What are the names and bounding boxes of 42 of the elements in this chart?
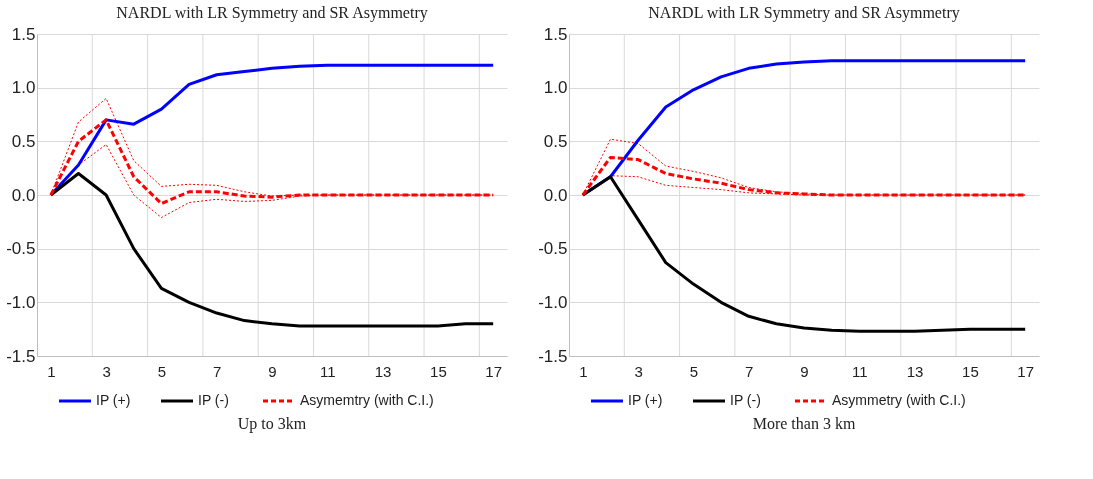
legend-label: Asymemtry (with C.I.) (300, 392, 434, 408)
chart-title: NARDL with LR Symmetry and SR Asymmetry (648, 4, 960, 22)
legend-label: IP (+) (628, 392, 663, 408)
y-tick-label: 1.5 (11, 24, 36, 44)
x-tick-label: 9 (800, 362, 809, 380)
x-tick-label: 7 (745, 362, 754, 380)
x-tick-label: 1 (47, 362, 56, 380)
y-tick-label: -0.5 (6, 239, 36, 259)
x-tick-label: 11 (852, 362, 868, 380)
x-tick-label: 15 (430, 362, 447, 380)
x-tick-label: 9 (268, 362, 277, 380)
x-tick-label: 3 (102, 362, 111, 380)
x-tick-label: 13 (374, 362, 392, 380)
y-tick-label: 0.0 (11, 185, 36, 205)
x-tick-label: 11 (320, 362, 336, 380)
y-tick-label: 1.5 (543, 24, 568, 44)
x-tick-label: 1 (579, 362, 588, 380)
y-tick-label: -0.5 (538, 239, 568, 259)
chart-title: NARDL with LR Symmetry and SR Asymmetry (116, 4, 428, 22)
legend-label: Asymmetry (with C.I.) (832, 392, 966, 408)
y-tick-label: -1.0 (6, 292, 36, 312)
y-tick-label: 1.0 (11, 78, 36, 98)
legend-label: IP (-) (198, 392, 229, 408)
y-tick-label: 0.5 (543, 131, 568, 151)
y-tick-label: 0.0 (543, 185, 568, 205)
x-tick-label: 13 (906, 362, 924, 380)
x-tick-label: 3 (634, 362, 643, 380)
x-tick-label: 5 (689, 362, 699, 380)
x-tick-label: 15 (962, 362, 979, 380)
text: Up to 3km (237, 415, 307, 433)
y-tick-label: 1.0 (543, 78, 568, 98)
y-tick-label: -1.5 (538, 346, 568, 366)
y-tick-label: -1.0 (538, 292, 568, 312)
x-tick-label: 5 (157, 362, 167, 380)
y-tick-label: -1.5 (6, 346, 36, 366)
x-tick-label: 17 (485, 362, 503, 380)
legend-label: IP (-) (730, 392, 761, 408)
y-tick-label: 0.5 (11, 131, 36, 151)
text: More than 3 km (752, 415, 856, 432)
x-tick-label: 7 (213, 362, 222, 380)
x-tick-label: 17 (1017, 362, 1035, 380)
legend-label: IP (+) (96, 392, 131, 408)
